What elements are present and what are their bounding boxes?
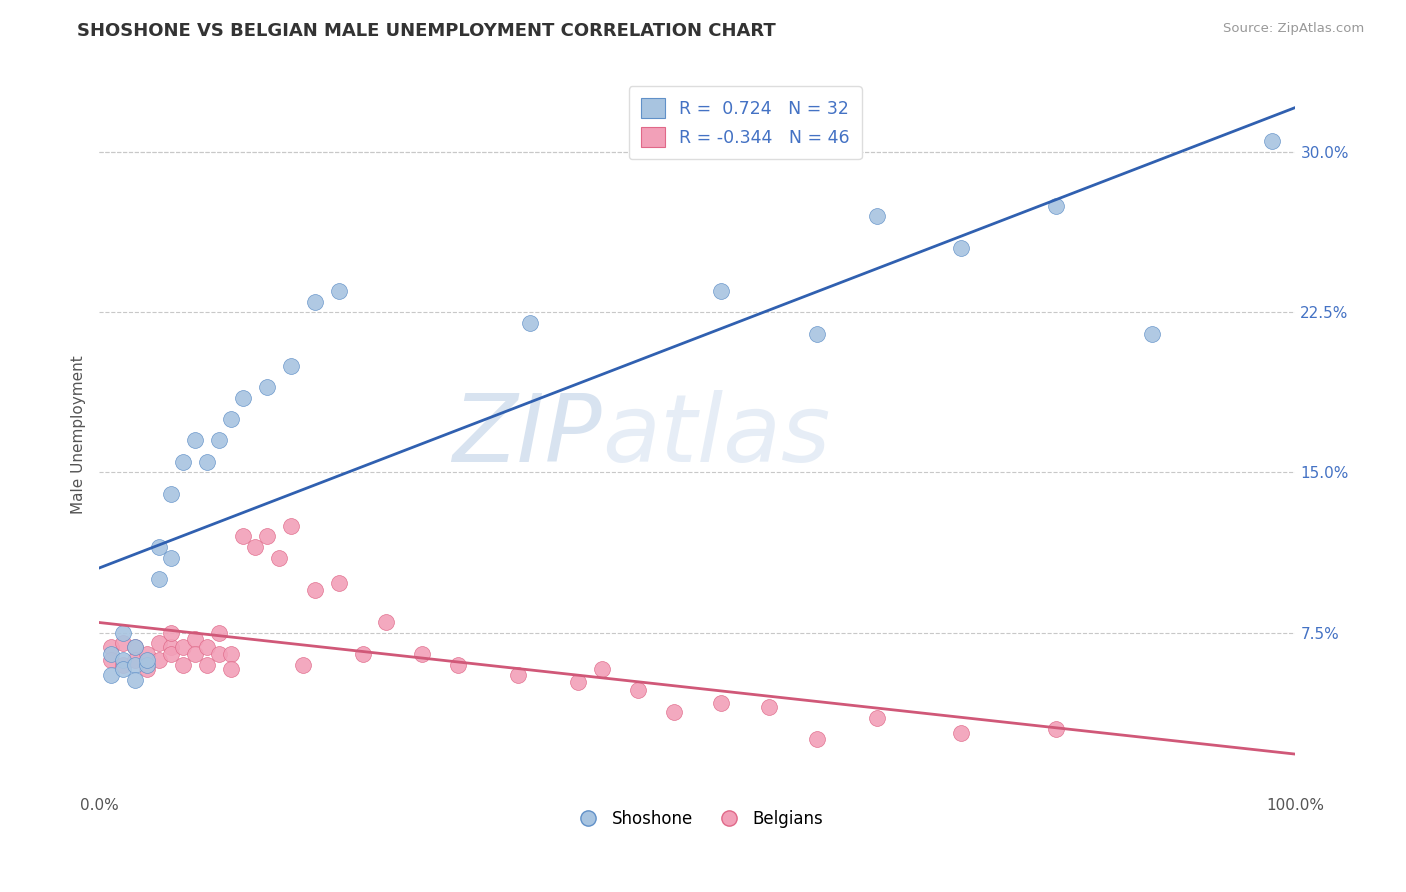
Point [172, 640, 194, 655]
Point [567, 674, 589, 689]
Point [304, 582, 326, 597]
Point [160, 625, 183, 640]
Point [219, 662, 242, 676]
Point [184, 434, 207, 448]
Y-axis label: Male Unemployment: Male Unemployment [72, 356, 86, 515]
Point [208, 625, 231, 640]
Point [124, 653, 146, 667]
Point [232, 529, 254, 543]
Point [148, 636, 170, 650]
Point [208, 647, 231, 661]
Point [627, 683, 650, 698]
Point [112, 625, 135, 640]
Point [591, 662, 613, 676]
Point [1045, 722, 1067, 736]
Point [100, 640, 122, 655]
Point [160, 550, 183, 565]
Point [280, 359, 302, 373]
Point [160, 647, 183, 661]
Point [124, 640, 146, 655]
Point [172, 657, 194, 672]
Point [267, 550, 290, 565]
Point [291, 657, 314, 672]
Point [112, 636, 135, 650]
Point [256, 529, 278, 543]
Point [280, 518, 302, 533]
Point [949, 241, 972, 255]
Text: ZIP: ZIP [453, 390, 602, 481]
Point [148, 540, 170, 554]
Point [866, 209, 889, 223]
Point [172, 455, 194, 469]
Point [136, 647, 159, 661]
Point [219, 412, 242, 426]
Point [136, 657, 159, 672]
Point [1260, 135, 1282, 149]
Point [256, 380, 278, 394]
Point [411, 647, 433, 661]
Point [148, 653, 170, 667]
Point [662, 705, 685, 719]
Point [232, 391, 254, 405]
Point [519, 316, 541, 330]
Point [160, 640, 183, 655]
Point [100, 668, 122, 682]
Point [304, 294, 326, 309]
Point [949, 726, 972, 740]
Text: Source: ZipAtlas.com: Source: ZipAtlas.com [1223, 22, 1364, 36]
Point [758, 700, 780, 714]
Point [806, 326, 828, 341]
Point [184, 647, 207, 661]
Point [219, 647, 242, 661]
Point [243, 540, 266, 554]
Text: SHOSHONE VS BELGIAN MALE UNEMPLOYMENT CORRELATION CHART: SHOSHONE VS BELGIAN MALE UNEMPLOYMENT CO… [77, 22, 776, 40]
Point [124, 657, 146, 672]
Point [124, 673, 146, 687]
Point [328, 576, 350, 591]
Point [195, 640, 218, 655]
Point [136, 653, 159, 667]
Point [112, 653, 135, 667]
Legend: Shoshone, Belgians: Shoshone, Belgians [565, 803, 830, 834]
Point [195, 657, 218, 672]
Point [184, 632, 207, 646]
Point [112, 662, 135, 676]
Point [195, 455, 218, 469]
Point [506, 668, 529, 682]
Point [1140, 326, 1163, 341]
Point [160, 487, 183, 501]
Point [806, 732, 828, 747]
Point [375, 615, 398, 629]
Point [148, 572, 170, 586]
Point [112, 657, 135, 672]
Point [710, 284, 733, 298]
Point [710, 696, 733, 710]
Point [136, 662, 159, 676]
Point [100, 647, 122, 661]
Point [208, 434, 231, 448]
Point [124, 640, 146, 655]
Point [1045, 198, 1067, 212]
Text: atlas: atlas [602, 390, 830, 481]
Point [352, 647, 374, 661]
Point [328, 284, 350, 298]
Point [100, 653, 122, 667]
Point [447, 657, 470, 672]
Point [866, 711, 889, 725]
